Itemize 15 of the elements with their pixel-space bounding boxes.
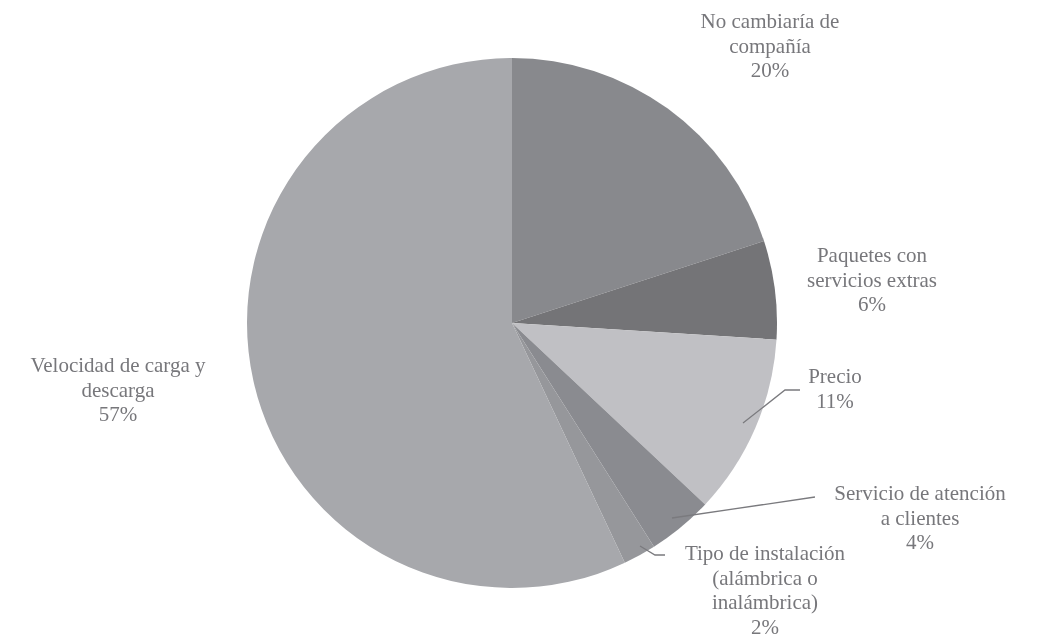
pie-slice [512,323,777,505]
data-label: 6% [858,292,886,316]
pie-slice [247,58,625,588]
data-label: 11% [816,388,854,413]
slice-label: Precio [808,364,862,388]
data-label: 2% [751,614,779,639]
slice-label: Velocidad de carga y descarga [30,353,207,402]
slice-label: No cambiaría de compañía [700,9,840,58]
slice-label: Paquetes con servicios extras [806,243,938,292]
data-label: 57% [98,402,138,426]
data-label: 20% [750,58,790,82]
slice-label: Tipo de instalación (alámbrica o inalámbrica) [684,541,846,614]
pie-slice [512,241,777,340]
data-label: 4% [906,530,934,554]
slice-label: Servicio de atención a clientes [834,481,1007,530]
